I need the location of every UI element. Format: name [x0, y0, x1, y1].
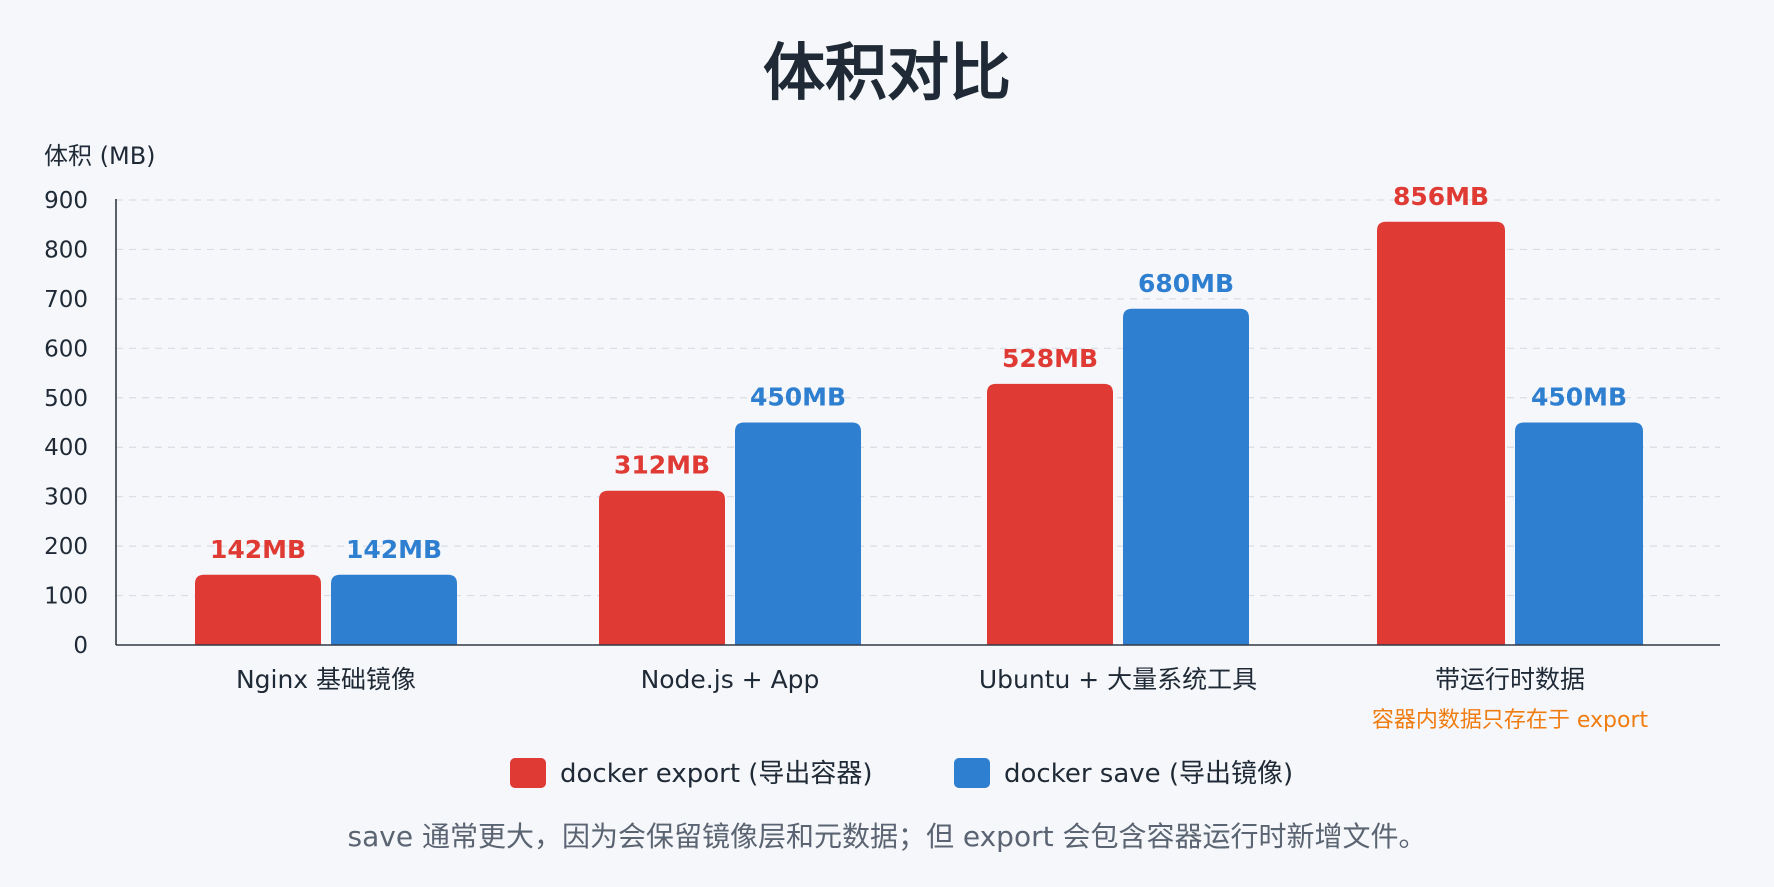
- value-label-export-3: 528MB: [1002, 344, 1098, 373]
- value-label-export-4: 856MB: [1393, 182, 1489, 211]
- axes: [115, 199, 1720, 646]
- value-label-save-4: 450MB: [1531, 383, 1627, 412]
- y-tick-label: 900: [44, 188, 88, 214]
- y-axis-label: 体积 (MB): [44, 142, 156, 170]
- bar-save-4: [1515, 422, 1643, 645]
- bar-save-1: [331, 574, 457, 645]
- bar-export-4: [1377, 221, 1505, 645]
- legend-label-save: docker save (导出镜像): [1004, 759, 1293, 789]
- y-tick-label: 700: [44, 287, 88, 313]
- legend-swatch-export: [510, 758, 546, 788]
- category-labels: Nginx 基础镜像 Node.js + App Ubuntu + 大量系统工具 带运…: [236, 665, 1649, 733]
- value-label-export-1: 142MB: [210, 535, 306, 564]
- y-tick-label: 200: [44, 534, 88, 560]
- bar-export-2: [599, 490, 725, 645]
- y-tick-label: 500: [44, 386, 88, 412]
- y-tick-label: 600: [44, 336, 88, 362]
- category-label: 带运行时数据: [1435, 665, 1585, 694]
- legend-label-export: docker export (导出容器): [560, 759, 873, 789]
- value-label-save-1: 142MB: [346, 535, 442, 564]
- bar-save-3: [1123, 308, 1249, 645]
- bar-save-2: [735, 422, 861, 645]
- category-label: Node.js + App: [641, 665, 820, 694]
- y-tick-labels: 0 100 200 300 400 500 600 700 800 900: [44, 188, 88, 659]
- bars: [195, 221, 1643, 645]
- legend-swatch-save: [954, 758, 990, 788]
- y-tick-label: 300: [44, 485, 88, 511]
- bar-export-1: [195, 574, 321, 645]
- y-tick-label: 0: [73, 633, 88, 659]
- value-label-save-3: 680MB: [1138, 269, 1234, 298]
- value-label-save-2: 450MB: [750, 383, 846, 412]
- y-tick-label: 800: [44, 237, 88, 263]
- value-labels: 142MB 142MB 312MB 450MB 528MB 680MB 856MB 450MB: [210, 182, 1627, 564]
- value-label-export-2: 312MB: [614, 451, 710, 480]
- category-note: 容器内数据只存在于 export: [1372, 708, 1649, 733]
- footnote: save 通常更大，因为会保留镜像层和元数据；但 export 会包含容器运行时…: [348, 820, 1427, 853]
- category-label: Nginx 基础镜像: [236, 665, 416, 694]
- bar-export-3: [987, 383, 1113, 645]
- category-label: Ubuntu + 大量系统工具: [979, 665, 1257, 694]
- y-tick-label: 400: [44, 435, 88, 461]
- y-tick-label: 100: [44, 584, 88, 610]
- chart-title: 体积对比: [763, 36, 1011, 109]
- legend: docker export (导出容器) docker save (导出镜像): [510, 758, 1293, 789]
